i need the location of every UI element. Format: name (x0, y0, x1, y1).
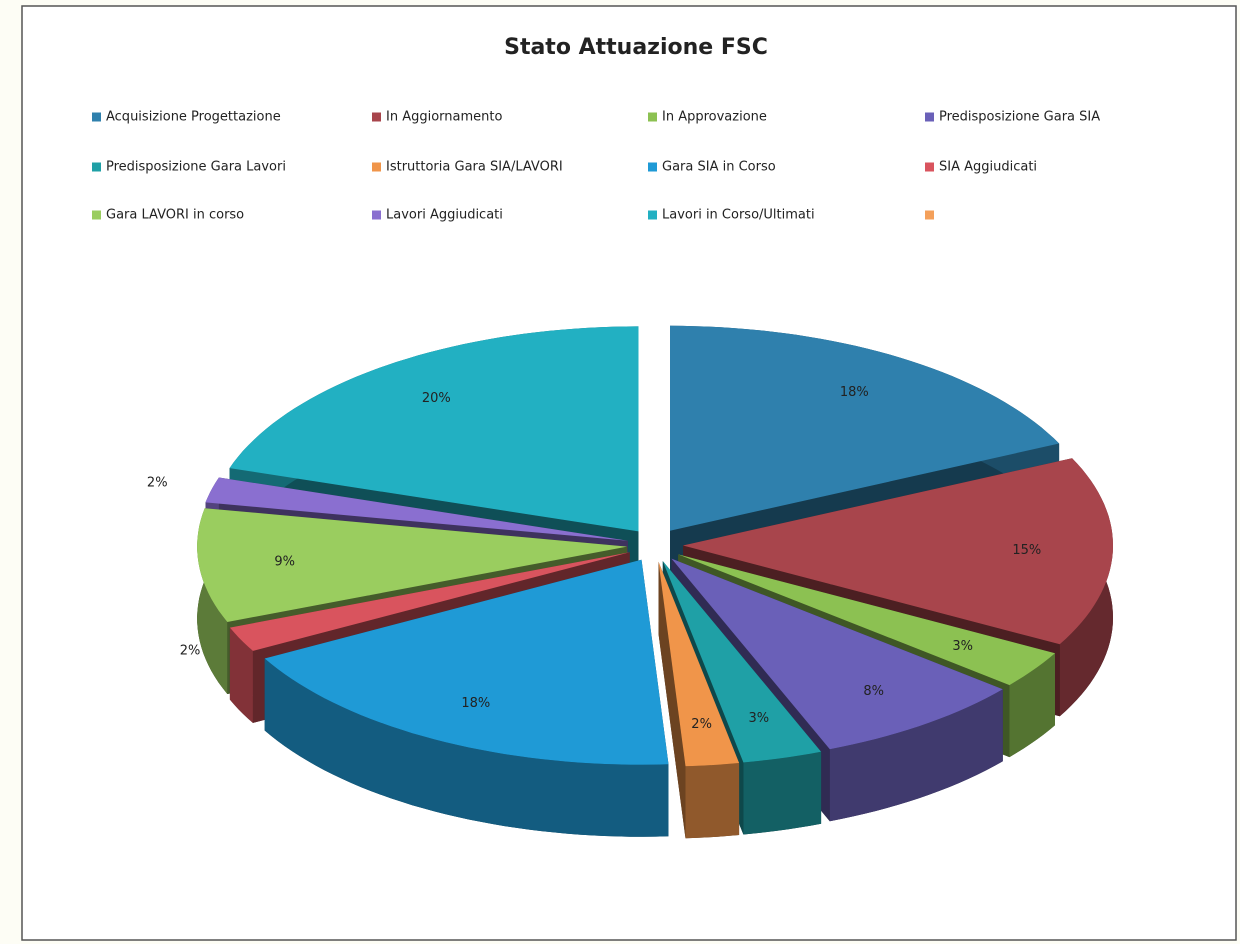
legend-label: Predisposizione Gara SIA (939, 110, 1100, 125)
slice-top (229, 326, 639, 532)
slice-top (671, 558, 1003, 750)
slice-side (829, 689, 1003, 822)
data-label: 3% (748, 711, 769, 726)
legend-label: Lavori in Corso/Ultimati (662, 208, 815, 223)
slice-side (229, 627, 253, 723)
legend-swatch (648, 210, 657, 220)
slice-side (685, 763, 740, 839)
slice-top (197, 508, 628, 622)
legend-swatch (648, 162, 657, 172)
legend-swatch (372, 210, 381, 220)
legend-swatch (925, 210, 934, 220)
legend-swatch (372, 112, 381, 122)
legend-swatch (925, 162, 934, 172)
data-label: 15% (1012, 543, 1041, 558)
data-label: 8% (863, 684, 884, 699)
slice-top (229, 552, 630, 651)
legend-label: Gara SIA in Corso (662, 160, 776, 175)
legend-swatch (648, 112, 657, 122)
data-label: 2% (180, 643, 201, 658)
legend-swatch (925, 112, 934, 122)
slice-top (678, 554, 1055, 686)
slice (264, 559, 669, 837)
slice-side (264, 658, 669, 837)
slice-top (264, 559, 669, 765)
slice-top (670, 325, 1060, 531)
legend-label: SIA Aggiudicati (939, 160, 1037, 175)
slice-top (662, 561, 822, 763)
data-label: 18% (461, 696, 490, 711)
legend-label: Lavori Aggiudicati (386, 208, 503, 223)
legend-label: Predisposizione Gara Lavori (106, 160, 286, 175)
chart-title: Stato Attuazione FSC (504, 35, 768, 60)
data-label: 2% (147, 476, 168, 491)
data-label: 3% (952, 639, 973, 654)
slice-top (205, 477, 628, 541)
legend-label: In Approvazione (662, 110, 767, 125)
slice (658, 561, 740, 839)
slice-side (743, 751, 822, 835)
legend-label: In Aggiornamento (386, 110, 502, 125)
legend-swatch (92, 112, 101, 122)
data-label: 2% (691, 717, 712, 732)
legend-swatch (372, 162, 381, 172)
slice-top (683, 458, 1113, 645)
legend-label: Istruttoria Gara SIA/LAVORI (386, 160, 563, 175)
data-label: 18% (840, 385, 869, 400)
legend-label: Gara LAVORI in corso (106, 208, 244, 223)
legend-label: Acquisizione Progettazione (106, 110, 281, 125)
slice-side (1009, 653, 1055, 758)
data-label: 20% (422, 391, 451, 406)
legend-swatch (92, 162, 101, 172)
legend-swatch (92, 210, 101, 220)
data-label: 9% (274, 555, 295, 570)
slice-wall (658, 561, 686, 839)
slice-top (658, 561, 740, 767)
